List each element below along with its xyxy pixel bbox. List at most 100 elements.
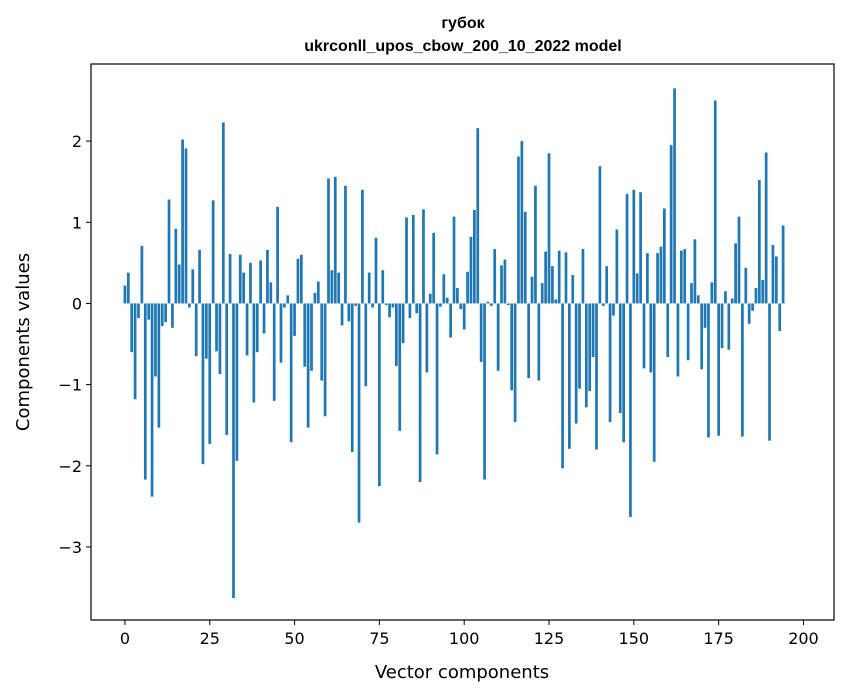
bar — [510, 303, 514, 391]
bar — [130, 303, 134, 353]
bar — [615, 229, 619, 304]
bar — [425, 303, 429, 373]
bar — [554, 299, 558, 304]
bar — [707, 303, 710, 438]
bar — [422, 209, 425, 304]
bar — [154, 303, 157, 377]
y-tick-label: 0 — [72, 294, 82, 313]
bar — [781, 225, 785, 304]
bar — [215, 303, 218, 352]
bar — [333, 176, 337, 304]
bar — [442, 274, 446, 304]
bar — [398, 303, 402, 431]
bar — [201, 303, 205, 465]
bar — [618, 303, 622, 414]
bar — [758, 180, 761, 304]
bar — [364, 303, 368, 387]
bar — [713, 100, 717, 304]
bar — [625, 193, 629, 304]
bar — [435, 303, 439, 455]
bar — [211, 200, 215, 304]
bar — [194, 303, 198, 357]
bar — [591, 303, 595, 358]
bar — [228, 253, 232, 304]
bar — [316, 281, 320, 304]
x-tick-label: 50 — [284, 629, 304, 648]
bar — [747, 303, 751, 324]
y-axis-ticks: −3 −2 −1 0 1 2 — [58, 132, 91, 557]
y-tick-label: −2 — [58, 457, 82, 476]
bar — [649, 303, 653, 373]
bar — [232, 303, 235, 599]
bar — [259, 260, 262, 304]
x-tick-label: 150 — [619, 629, 650, 648]
bar — [245, 303, 249, 356]
bar — [598, 166, 602, 304]
bar — [401, 303, 405, 344]
bar — [540, 283, 544, 304]
bar — [344, 185, 347, 304]
bar — [283, 303, 286, 308]
x-tick-label: 200 — [788, 629, 819, 648]
bar — [235, 303, 239, 461]
bar — [751, 303, 754, 311]
chart-title-line1: губок — [441, 15, 485, 32]
bar — [534, 185, 537, 304]
bar — [605, 266, 609, 304]
bar — [225, 303, 229, 435]
bar — [493, 249, 497, 304]
bar — [411, 214, 415, 304]
bar — [378, 303, 381, 487]
y-tick-label: 1 — [72, 213, 82, 232]
bar — [415, 303, 419, 314]
bar — [269, 282, 273, 304]
bar — [388, 303, 391, 318]
bar — [306, 303, 310, 428]
bar — [238, 254, 242, 304]
bar — [242, 272, 246, 304]
bar — [774, 256, 778, 304]
bar-series — [123, 88, 785, 599]
bar — [174, 228, 178, 304]
bar — [568, 303, 571, 449]
bar — [347, 303, 351, 322]
bar — [693, 239, 697, 304]
bar — [428, 293, 432, 304]
bar — [561, 303, 564, 469]
bar — [595, 303, 598, 450]
bar — [418, 303, 422, 483]
bar — [337, 272, 341, 304]
bar — [703, 303, 707, 328]
y-tick-label: −3 — [58, 538, 82, 557]
bar — [632, 189, 636, 304]
bar — [391, 303, 395, 308]
bar — [272, 303, 276, 401]
bar — [666, 303, 670, 358]
bar — [737, 216, 741, 304]
bar — [181, 139, 184, 304]
bar — [381, 270, 385, 304]
bar — [768, 303, 771, 441]
bar — [663, 208, 666, 304]
bar — [727, 303, 731, 350]
x-tick-label: 175 — [703, 629, 734, 648]
bar — [544, 251, 547, 304]
bar — [262, 303, 266, 334]
bar — [642, 303, 646, 369]
bar — [683, 249, 687, 304]
bar — [761, 279, 765, 304]
bar — [374, 237, 378, 304]
bar — [656, 253, 659, 304]
bar — [303, 303, 307, 367]
bar — [323, 303, 327, 417]
bar — [160, 303, 164, 327]
bar — [123, 285, 127, 304]
bar — [639, 192, 642, 304]
x-tick-label: 0 — [120, 629, 130, 648]
bar — [296, 258, 300, 304]
bar — [320, 303, 324, 381]
bar — [249, 262, 252, 304]
bar — [601, 303, 605, 306]
bar — [696, 295, 700, 304]
bar — [473, 210, 476, 304]
